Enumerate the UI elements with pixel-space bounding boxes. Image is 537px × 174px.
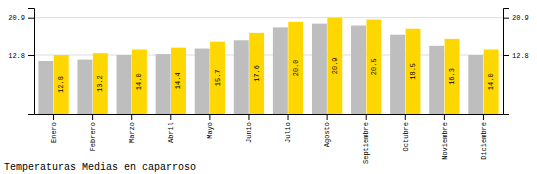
tick-mark: [131, 114, 132, 120]
data-label: 14.4: [174, 72, 182, 89]
bar: [249, 33, 264, 114]
y2-axis-tick: 12.8: [503, 52, 529, 60]
grid-line: [34, 17, 503, 18]
y-axis-line: [28, 9, 35, 115]
tick-mark: [248, 114, 249, 120]
tick-mark: [170, 114, 171, 120]
tick-mark: [444, 114, 445, 120]
x-tick: Noviembre: [441, 114, 449, 160]
data-label: 20.5: [370, 58, 378, 75]
tick-label: Febrero: [89, 122, 97, 151]
tick-mark: [28, 18, 34, 19]
data-label: 15.7: [214, 69, 222, 86]
bar: [351, 26, 366, 114]
tick-label: Septiembre: [362, 122, 370, 164]
bar: [445, 39, 460, 114]
tick-label: Julio: [284, 122, 292, 143]
x-tick: Junio: [245, 114, 253, 143]
bar: [468, 55, 483, 114]
x-tick: Enero: [50, 114, 58, 143]
bar: [273, 27, 288, 114]
bar: [234, 40, 249, 114]
bar: [77, 60, 92, 114]
data-label: 14.0: [135, 73, 143, 90]
tick-label: Enero: [50, 122, 58, 143]
chart: 12.8 13.2 14.0 14.4 15.7 17.6 20.0 20.9 20.5 18.5…: [0, 0, 537, 174]
tick-label: 20.9: [8, 14, 25, 22]
x-tick: Marzo: [128, 114, 136, 143]
bar: [210, 42, 225, 114]
bar-series: [38, 24, 483, 114]
bar: [156, 54, 171, 114]
bar: [327, 18, 342, 114]
data-label: 14.0: [487, 73, 495, 90]
tick-label: Marzo: [128, 122, 136, 143]
data-labels: 12.8 13.2 14.0 14.4 15.7 17.6 20.0 20.9 20.5 18.5…: [57, 57, 495, 92]
bar: [484, 49, 499, 114]
tick-mark: [405, 114, 406, 120]
bar: [93, 53, 108, 114]
bar: [195, 49, 210, 114]
data-label: 20.0: [292, 60, 300, 77]
x-tick: Septiembre: [362, 114, 370, 164]
tick-label: 12.8: [8, 52, 25, 60]
tick-mark: [28, 55, 34, 56]
tick-mark: [288, 114, 289, 120]
tick-mark: [503, 55, 509, 56]
tick-mark: [53, 114, 54, 120]
tick-mark: [503, 18, 509, 19]
tick-mark: [327, 114, 328, 120]
title: Temperaturas Medias en caparroso: [4, 162, 196, 173]
bar: [171, 48, 186, 114]
tick-label: 20.9: [512, 14, 529, 22]
bar: [288, 22, 303, 114]
plot-area: [38, 18, 498, 114]
x-tick: Julio: [284, 114, 292, 143]
bar: [429, 46, 444, 114]
tick-label: Abril: [167, 122, 175, 143]
y-axis-tick: 20.9: [8, 14, 34, 22]
y2-axis-line: [504, 9, 510, 115]
bar: [406, 29, 421, 114]
bar: [312, 24, 327, 114]
y2-axis-tick: 20.9: [503, 14, 529, 22]
tick-label: Junio: [245, 122, 253, 143]
tick-label: Diciembre: [480, 122, 488, 160]
x-tick: Febrero: [89, 114, 97, 151]
y-axis: 12.8 20.9: [8, 9, 34, 115]
x-tick: Agosto: [323, 114, 331, 147]
x-tick: Mayo: [206, 114, 214, 139]
tick-label: Mayo: [206, 122, 214, 139]
data-label: 20.9: [331, 57, 339, 74]
data-label: 13.2: [96, 75, 104, 92]
bar: [54, 55, 69, 114]
bar: [390, 35, 405, 114]
bar: [366, 20, 381, 114]
tick-label: 12.8: [512, 52, 529, 60]
tick-label: Octubre: [402, 122, 410, 151]
data-label: 16.3: [448, 68, 456, 85]
tick-mark: [366, 114, 367, 120]
bar: [132, 49, 147, 114]
y2-axis: 12.8 20.9: [503, 9, 529, 115]
data-label: 12.8: [57, 76, 65, 93]
tick-label: Agosto: [323, 122, 331, 147]
x-axis-line: [35, 114, 504, 115]
bar: [117, 55, 132, 114]
y-axis-tick: 12.8: [8, 52, 34, 60]
tick-label: Noviembre: [441, 122, 449, 160]
x-tick: Diciembre: [480, 114, 488, 160]
tick-mark: [483, 114, 484, 120]
bar-series: [54, 18, 499, 114]
tick-mark: [92, 114, 93, 120]
tick-mark: [209, 114, 210, 120]
x-tick: Abril: [167, 114, 175, 143]
data-label: 18.5: [409, 63, 417, 80]
bar: [38, 61, 53, 114]
data-label: 17.6: [253, 65, 261, 82]
x-tick: Octubre: [402, 114, 410, 151]
x-axis: Enero Febrero Marzo Abril Mayo Junio Julio Agos…: [35, 114, 504, 164]
